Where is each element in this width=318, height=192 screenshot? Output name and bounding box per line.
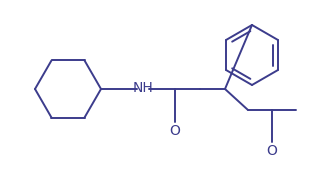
Text: O: O — [266, 144, 277, 158]
Text: NH: NH — [133, 81, 153, 95]
Text: O: O — [169, 124, 180, 138]
